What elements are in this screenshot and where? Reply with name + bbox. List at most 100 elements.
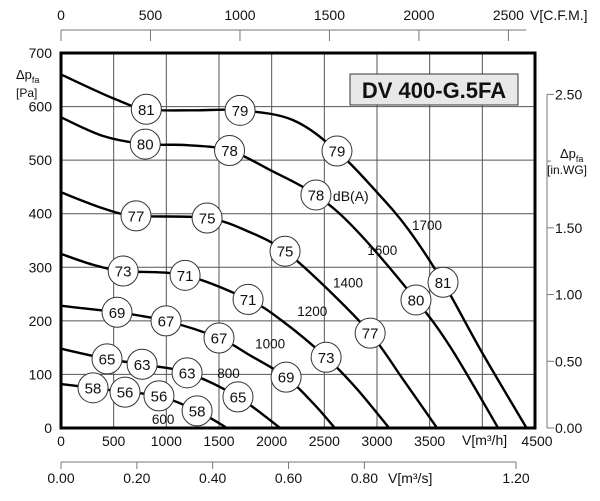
- y-tick-label: 200: [29, 313, 53, 329]
- noise-value: 69: [278, 370, 295, 387]
- noise-bubble: [269, 235, 301, 267]
- noise-value: 65: [99, 351, 116, 368]
- noise-level-marker: 65: [91, 343, 123, 375]
- noise-value: 79: [329, 144, 346, 161]
- noise-value: 65: [230, 389, 247, 406]
- noise-level-marker: 78: [300, 179, 332, 211]
- noise-bubble: [91, 343, 123, 375]
- noise-level-marker: 56: [109, 376, 141, 408]
- noise-value: 69: [109, 305, 126, 322]
- noise-level-marker: 80: [400, 284, 432, 316]
- x-tick-label: 1000: [151, 433, 182, 449]
- bottom-tick-label: 1.20: [502, 470, 529, 486]
- noise-value: 67: [158, 313, 175, 330]
- noise-level-marker: 69: [270, 361, 302, 393]
- noise-bubble: [150, 305, 182, 337]
- x-tick-label: 0: [57, 433, 65, 449]
- top-axis-title: V[C.F.M.]: [530, 7, 588, 23]
- noise-value: 78: [221, 143, 238, 160]
- dba-unit-label: dB(A): [333, 188, 369, 204]
- noise-bubble: [222, 381, 254, 413]
- y-axis-title: Δpfa [Pa]: [16, 67, 39, 100]
- noise-value: 77: [128, 208, 145, 225]
- right-tick-label: 1.00: [555, 287, 582, 303]
- speed-label: 1700: [412, 218, 442, 233]
- noise-bubble: [214, 135, 246, 166]
- top-tick-label: 2500: [493, 7, 524, 23]
- noise-value: 75: [277, 244, 294, 261]
- right-tick-label: 2.50: [555, 86, 582, 102]
- noise-bubble: [101, 296, 133, 328]
- noise-bubble: [203, 322, 235, 354]
- bottom-tick-label: 0.60: [275, 470, 302, 486]
- right-axis-unit: [in.WG]: [547, 163, 587, 177]
- top-tick-label: 500: [139, 7, 163, 23]
- noise-level-marker: 79: [321, 135, 353, 167]
- right-axis-title-sub: fa: [576, 154, 584, 164]
- y-axis-unit: [Pa]: [16, 86, 37, 100]
- y-tick-label: 300: [29, 259, 53, 275]
- x-tick-label: 3500: [414, 433, 445, 449]
- noise-level-marker: 79: [224, 94, 256, 126]
- speed-label: 1000: [255, 336, 285, 351]
- noise-level-marker: 58: [77, 372, 109, 404]
- x-tick-label: 1500: [203, 433, 234, 449]
- noise-level-marker: 73: [310, 341, 342, 373]
- bottom-tick-label: 0.80: [351, 470, 378, 486]
- noise-bubble: [224, 94, 256, 126]
- right-tick-label: 0.00: [555, 420, 582, 436]
- noise-value: 56: [117, 385, 134, 402]
- y-tick-label: 100: [29, 366, 53, 382]
- x-tick-label: 2000: [256, 433, 287, 449]
- noise-bubble: [181, 395, 213, 427]
- x-axis-title: V[m³/h]: [462, 432, 507, 448]
- axes: 0 100 200 300 400 500 600 700 0 500 1000 1500 2000 25…: [29, 7, 583, 486]
- plot-frame: [59, 51, 537, 430]
- noise-value: 56: [151, 388, 168, 405]
- noise-value: 81: [435, 275, 452, 292]
- noise-level-marker: 78: [214, 135, 246, 166]
- noise-bubble: [300, 179, 332, 211]
- noise-level-marker: 75: [269, 235, 301, 267]
- noise-bubble: [427, 266, 459, 298]
- labels: 1700 81 79 79 81 1600 80 78 78 80 1400 77 75 75 77 1200…: [77, 93, 459, 427]
- top-tick-label: 1500: [314, 7, 345, 23]
- svg-text:Δpfa: Δpfa: [560, 146, 583, 164]
- noise-level-marker: 77: [120, 200, 152, 232]
- noise-bubble: [143, 380, 175, 412]
- noise-bubble: [232, 283, 264, 315]
- noise-value: 73: [318, 350, 335, 367]
- noise-level-marker: 63: [171, 357, 203, 389]
- noise-level-marker: 67: [203, 322, 235, 354]
- noise-bubble: [169, 259, 201, 291]
- noise-value: 77: [362, 326, 379, 343]
- noise-bubble: [400, 284, 432, 316]
- noise-value: 63: [179, 365, 196, 382]
- noise-value: 75: [199, 211, 216, 228]
- noise-level-marker: 58: [181, 395, 213, 427]
- x-tick-label: 4500: [521, 433, 552, 449]
- bottom-axis-title: V[m³/s]: [388, 470, 432, 486]
- title-box: DV 400-G.5FA: [349, 73, 519, 106]
- noise-bubble: [129, 128, 161, 160]
- speed-label: 600: [152, 412, 175, 427]
- noise-value: 81: [138, 102, 155, 119]
- noise-value: 78: [308, 187, 325, 204]
- noise-bubble: [270, 361, 302, 393]
- noise-value: 80: [137, 137, 154, 154]
- noise-bubble: [120, 200, 152, 232]
- top-tick-label: 1000: [224, 7, 255, 23]
- top-tick-label: 2000: [403, 7, 434, 23]
- x-tick-label: 2500: [309, 433, 340, 449]
- noise-value: 58: [189, 403, 206, 420]
- noise-value: 63: [134, 357, 151, 374]
- noise-bubble: [107, 255, 139, 287]
- bottom-tick-label: 0.00: [47, 470, 74, 486]
- noise-level-marker: 81: [130, 93, 162, 125]
- noise-bubble: [310, 341, 342, 373]
- noise-bubble: [126, 348, 158, 380]
- noise-bubble: [321, 135, 353, 167]
- bottom-tick-label: 0.20: [123, 470, 150, 486]
- noise-bubble: [354, 317, 386, 349]
- top-tick-label: 0: [57, 7, 65, 23]
